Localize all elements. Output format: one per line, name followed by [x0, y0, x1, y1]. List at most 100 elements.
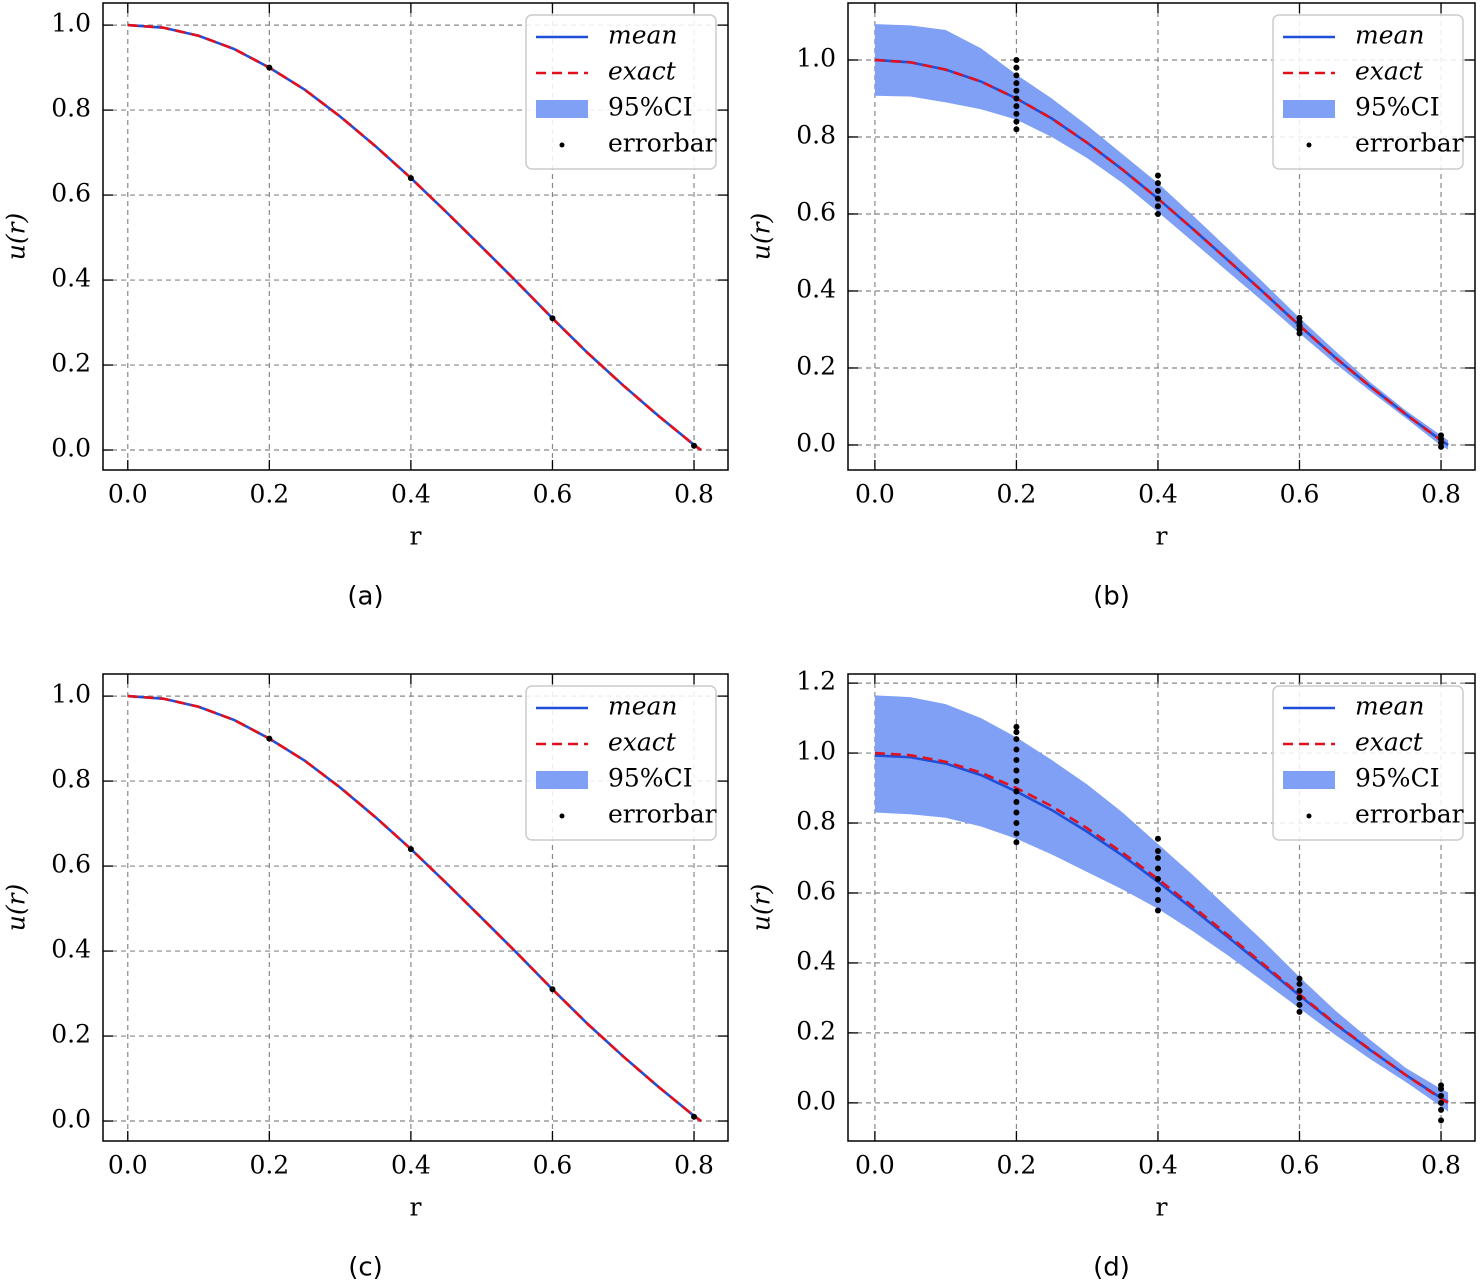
errorbar-point [1013, 72, 1020, 79]
legend-label: 95%CI [1355, 93, 1440, 122]
errorbar-point [1013, 64, 1020, 71]
y-tick-label: 1.0 [796, 43, 836, 72]
errorbar-point [1013, 126, 1020, 133]
legend-swatch [536, 100, 588, 118]
errorbar-point [1013, 729, 1020, 736]
legend-box [525, 14, 717, 170]
errorbar-point [1438, 1099, 1445, 1106]
errorbar-point [1013, 788, 1020, 795]
errorbar-point [1438, 1106, 1445, 1113]
x-tick-label: 0.8 [674, 480, 714, 509]
exact-line [874, 58, 1449, 447]
legend-label: exact [608, 728, 677, 757]
errorbar-point [1154, 203, 1161, 210]
legend-box [525, 685, 717, 841]
legend-label: 95%CI [608, 764, 693, 793]
errorbar-point [1013, 767, 1020, 774]
legend-label: 95%CI [1355, 764, 1440, 793]
x-axis-label: r [410, 1193, 422, 1222]
errorbar-point [1154, 875, 1161, 882]
legend-box [1272, 685, 1464, 841]
legend-box [1272, 14, 1464, 170]
errorbar-point [1013, 736, 1020, 743]
errorbar-point [1438, 1082, 1445, 1089]
x-tick-label: 0.0 [108, 480, 148, 509]
errorbar-point [1296, 1008, 1303, 1015]
errorbar-point [1013, 110, 1020, 117]
y-tick-label: 0.0 [796, 428, 836, 457]
legend-label: errorbar [608, 800, 717, 829]
legend-label: exact [1355, 728, 1424, 757]
errorbar-point [1154, 865, 1161, 872]
errorbar-point [549, 986, 556, 993]
errorbar-point [1154, 886, 1161, 893]
y-tick-label: 0.6 [796, 876, 836, 905]
errorbar-point [407, 175, 414, 182]
panel: 0.0 0.2 0.4 0.6 0.8 0.0 0.2 0.4 0.6 0.8 1.0 r u(r) (a… [2, 2, 729, 612]
exact-line [127, 694, 702, 1123]
legend-swatch [1306, 142, 1312, 148]
errorbar-point [1013, 757, 1020, 764]
errorbar-point [1013, 830, 1020, 837]
axes-frame [102, 2, 729, 471]
errorbar-point [1296, 980, 1303, 987]
errorbar-point [1013, 87, 1020, 94]
y-tick-label: 0.8 [796, 807, 836, 836]
x-axis-label: r [1156, 1193, 1168, 1222]
errorbar-point [1013, 118, 1020, 125]
y-tick-label: 0.8 [796, 120, 836, 149]
axes-frame [847, 2, 1476, 471]
legend-label: errorbar [608, 129, 717, 158]
caption: (d) [1093, 1253, 1130, 1283]
errorbar-point [1154, 896, 1161, 903]
errorbar-point [1154, 172, 1161, 179]
errorbar-point [1013, 778, 1020, 785]
y-tick-label: 0.4 [51, 264, 91, 293]
errorbar-point [266, 735, 273, 742]
ci-band [874, 695, 1449, 1112]
x-tick-label: 0.6 [1280, 480, 1320, 509]
errorbar-point [1013, 95, 1020, 102]
legend-label: 95%CI [608, 93, 693, 122]
legend-label: exact [1355, 57, 1424, 86]
errorbar-point [1438, 1117, 1445, 1124]
errorbar-point [1013, 56, 1020, 63]
legend-swatch [1306, 813, 1312, 819]
panel: 0.0 0.2 0.4 0.6 0.8 0.0 0.2 0.4 0.6 0.8 1.0 r u(r) (c… [2, 673, 729, 1283]
errorbar-point [1013, 820, 1020, 827]
y-tick-label: 0.2 [51, 349, 91, 378]
x-tick-label: 0.0 [855, 1151, 895, 1180]
x-tick-label: 0.4 [1138, 480, 1178, 509]
errorbar-point [1154, 907, 1161, 914]
x-tick-label: 0.6 [1280, 1151, 1320, 1180]
legend-swatch [559, 813, 565, 819]
y-tick-label: 1.0 [796, 737, 836, 766]
y-tick-label: 0.4 [796, 274, 836, 303]
y-tick-label: 0.0 [796, 1086, 836, 1115]
errorbar-point [1013, 809, 1020, 816]
caption: (a) [347, 582, 383, 612]
y-tick-label: 0.6 [51, 850, 91, 879]
y-tick-label: 0.0 [51, 1105, 91, 1134]
y-axis-label: u(r) [747, 213, 776, 261]
errorbar-point [1296, 975, 1303, 982]
plot-area [874, 695, 1449, 1124]
x-tick-label: 0.4 [391, 1151, 431, 1180]
legend-label: mean [608, 692, 678, 721]
x-tick-label: 0.0 [855, 480, 895, 509]
y-tick-label: 0.4 [51, 935, 91, 964]
y-tick-label: 0.2 [796, 351, 836, 380]
errorbar-point [1154, 855, 1161, 862]
y-axis-label: u(r) [2, 213, 31, 261]
legend-label: mean [608, 21, 678, 50]
y-tick-label: 1.0 [51, 9, 91, 38]
errorbar-point [1438, 1092, 1445, 1099]
plot-area [874, 24, 1449, 450]
y-axis-label: u(r) [747, 884, 776, 932]
y-tick-label: 0.2 [796, 1016, 836, 1045]
y-tick-label: 0.6 [51, 179, 91, 208]
x-tick-label: 0.2 [249, 480, 289, 509]
errorbar-point [1296, 314, 1303, 321]
x-tick-label: 0.6 [533, 480, 573, 509]
